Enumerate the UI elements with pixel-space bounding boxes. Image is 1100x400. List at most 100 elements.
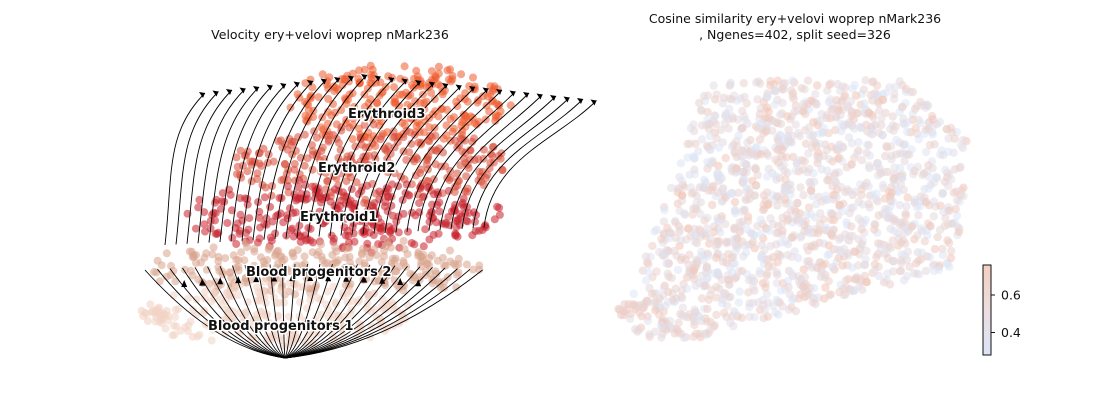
right-point — [712, 90, 721, 99]
left-point — [180, 265, 189, 274]
right-point — [957, 140, 966, 150]
right-point — [952, 211, 962, 220]
left-point — [289, 232, 298, 241]
streamline — [284, 269, 483, 359]
right-point — [770, 100, 779, 109]
left-point — [466, 146, 475, 155]
right-point — [743, 217, 753, 226]
left-point — [452, 283, 461, 292]
left-point — [479, 181, 488, 189]
left-point — [332, 174, 341, 183]
left-point — [377, 132, 386, 141]
right-point — [882, 141, 891, 151]
right-point — [712, 293, 721, 302]
colorbar-tick-label: 0.4 — [1001, 325, 1021, 340]
right-point — [822, 223, 831, 232]
right-point — [700, 281, 709, 291]
streamline — [269, 264, 286, 359]
left-point — [444, 213, 453, 221]
right-point — [709, 227, 719, 237]
right-point — [913, 129, 922, 138]
left-point — [372, 251, 381, 260]
streamline — [373, 85, 462, 234]
left-point — [257, 161, 266, 170]
left-point — [288, 150, 297, 159]
right-point — [680, 312, 689, 321]
right-point — [813, 81, 822, 90]
left-point — [472, 120, 481, 129]
right-point — [846, 96, 856, 106]
right-point — [680, 210, 690, 219]
left-point — [143, 316, 152, 325]
left-point — [223, 219, 232, 227]
streamline — [483, 100, 597, 228]
left-point — [220, 197, 229, 206]
right-point — [714, 143, 724, 152]
left-point — [446, 257, 455, 266]
left-point — [430, 75, 439, 84]
right-point — [905, 262, 914, 272]
right-point — [695, 313, 705, 322]
left-point — [382, 267, 391, 276]
left-point — [457, 121, 466, 130]
right-point — [756, 215, 765, 224]
right-point — [748, 237, 758, 246]
left-point — [324, 94, 333, 103]
left-point — [280, 298, 289, 307]
stream-arrow — [455, 84, 462, 91]
right-point — [784, 282, 793, 292]
left-point — [169, 291, 178, 300]
left-point — [360, 230, 369, 239]
left-point — [496, 154, 505, 163]
right-point — [924, 184, 933, 193]
left-point — [383, 237, 392, 246]
stream-arrow — [226, 89, 232, 95]
streamline — [428, 92, 530, 231]
stream-arrow — [199, 92, 205, 98]
left-point — [390, 276, 399, 285]
left-point — [425, 137, 434, 146]
right-point — [802, 210, 812, 219]
right-point — [689, 120, 698, 129]
left-point — [434, 62, 443, 71]
right-point — [935, 225, 945, 235]
left-point — [327, 231, 336, 240]
right-point — [740, 241, 749, 250]
right-point — [697, 294, 707, 303]
right-point — [772, 295, 781, 305]
right-point — [828, 105, 837, 114]
left-point — [232, 255, 241, 264]
left-point — [323, 177, 332, 186]
right-point — [721, 111, 731, 120]
right-point — [714, 217, 723, 226]
right-point — [734, 240, 743, 250]
right-point — [931, 172, 941, 182]
left-point — [171, 277, 180, 286]
right-point — [838, 261, 847, 270]
left-point — [403, 250, 412, 259]
right-point — [748, 283, 758, 292]
left-point — [352, 178, 361, 187]
left-point — [214, 228, 223, 237]
right-point — [728, 112, 737, 121]
right-point — [734, 298, 743, 307]
right-point — [843, 103, 853, 112]
right-point — [938, 189, 947, 198]
right-point — [894, 187, 903, 197]
right-point — [677, 286, 687, 295]
left-point — [306, 224, 315, 233]
left-point — [209, 243, 218, 252]
left-point — [469, 265, 478, 274]
left-point — [410, 130, 419, 139]
right-point — [902, 202, 911, 211]
streamline — [175, 91, 219, 245]
right-point — [694, 98, 704, 108]
left-point — [256, 223, 265, 232]
streamline — [284, 263, 321, 359]
streamline — [241, 82, 300, 241]
right-point — [713, 188, 723, 197]
right-point — [868, 190, 877, 199]
left-point — [441, 220, 450, 229]
right-point — [659, 217, 669, 226]
right-point — [750, 231, 759, 240]
